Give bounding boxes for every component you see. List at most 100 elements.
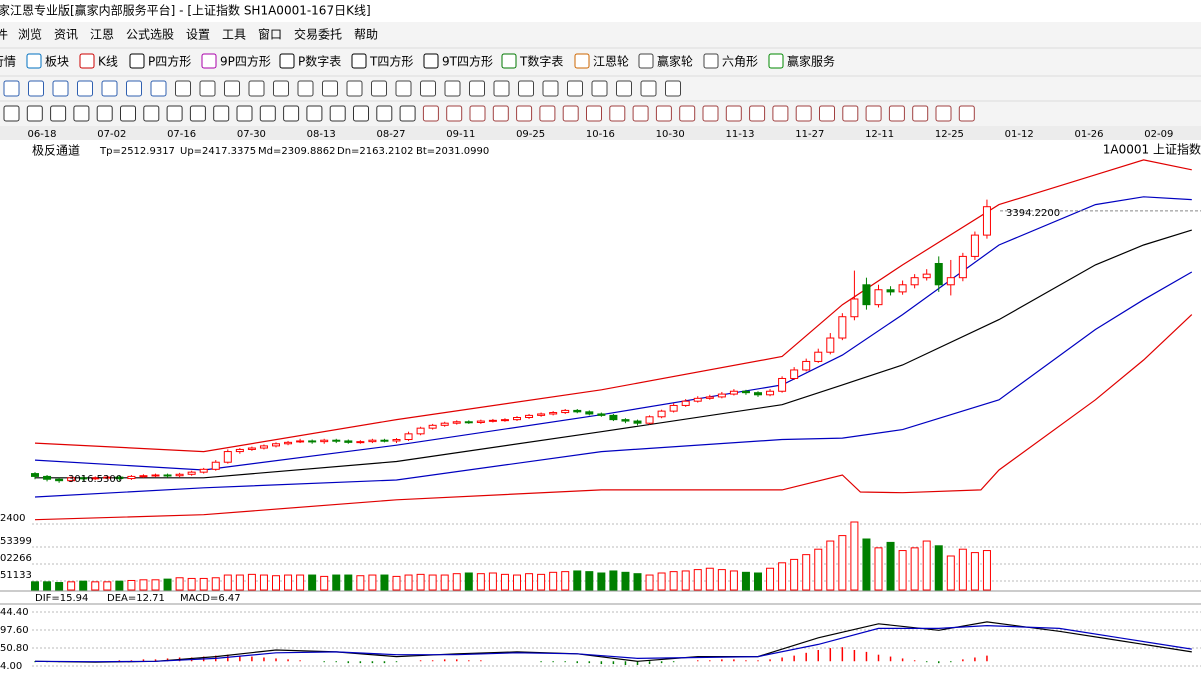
- tool-icon[interactable]: [353, 105, 369, 122]
- toolbar-button[interactable]: 六角形: [722, 55, 758, 69]
- toolbar-icon[interactable]: [201, 53, 217, 69]
- tool-icon[interactable]: [52, 80, 69, 97]
- tool-icon[interactable]: [469, 105, 486, 122]
- tool-icon[interactable]: [143, 105, 160, 122]
- toolbar-button[interactable]: P数字表: [298, 54, 341, 69]
- menu-item[interactable]: 帮助: [354, 28, 378, 42]
- menu-item[interactable]: 交易委托: [294, 27, 342, 42]
- tool-icon[interactable]: [96, 105, 113, 122]
- tool-icon[interactable]: [935, 105, 952, 122]
- tool-icon[interactable]: [655, 105, 672, 122]
- tool-icon[interactable]: [469, 80, 485, 97]
- tool-icon[interactable]: [224, 80, 240, 97]
- toolbar-icon[interactable]: [638, 53, 654, 69]
- tool-icon[interactable]: [516, 105, 533, 122]
- tool-icon[interactable]: [640, 80, 657, 97]
- toolbar-icon[interactable]: [279, 53, 295, 69]
- toolbar-button[interactable]: 行情: [0, 55, 16, 69]
- menu-item[interactable]: 工具: [222, 28, 246, 42]
- tool-icon[interactable]: [819, 105, 835, 122]
- tool-icon[interactable]: [259, 105, 276, 122]
- tool-icon[interactable]: [166, 105, 183, 122]
- toolbar-button[interactable]: K线: [98, 55, 118, 69]
- tool-icon[interactable]: [702, 105, 719, 122]
- tool-icon[interactable]: [120, 105, 136, 122]
- tool-icon[interactable]: [346, 80, 363, 97]
- tool-icon[interactable]: [3, 80, 20, 97]
- menu-item[interactable]: 江恩: [90, 28, 114, 42]
- tool-icon[interactable]: [518, 80, 534, 97]
- tool-icon[interactable]: [371, 80, 387, 97]
- menu-item[interactable]: 窗口: [258, 28, 282, 42]
- tool-icon[interactable]: [539, 105, 556, 122]
- tool-icon[interactable]: [842, 105, 859, 122]
- tool-icon[interactable]: [912, 105, 929, 122]
- toolbar-button[interactable]: P四方形: [148, 54, 191, 69]
- toolbar-button[interactable]: 9P四方形: [220, 54, 271, 69]
- tool-icon[interactable]: [322, 80, 338, 97]
- menu-item[interactable]: 设置: [186, 28, 210, 42]
- toolbar-button[interactable]: 赢家服务: [787, 54, 835, 69]
- toolbar-button[interactable]: 赢家轮: [657, 54, 693, 69]
- tool-icon[interactable]: [586, 105, 602, 122]
- tool-icon[interactable]: [306, 105, 323, 122]
- tool-icon[interactable]: [888, 105, 905, 122]
- toolbar-icon[interactable]: [129, 53, 145, 69]
- toolbar-icon[interactable]: [501, 53, 517, 69]
- tool-icon[interactable]: [77, 80, 93, 97]
- tool-icon[interactable]: [395, 80, 412, 97]
- tool-icon[interactable]: [542, 80, 559, 97]
- tool-icon[interactable]: [376, 105, 393, 122]
- tool-icon[interactable]: [150, 80, 167, 97]
- tool-icon[interactable]: [273, 80, 289, 97]
- tool-icon[interactable]: [679, 105, 696, 122]
- tool-icon[interactable]: [609, 105, 626, 122]
- menu-item[interactable]: 浏览: [18, 27, 42, 42]
- tool-icon[interactable]: [616, 80, 632, 97]
- tool-icon[interactable]: [175, 80, 191, 97]
- tool-icon[interactable]: [248, 80, 265, 97]
- tool-icon[interactable]: [3, 105, 20, 122]
- tool-icon[interactable]: [399, 105, 416, 122]
- tool-icon[interactable]: [297, 80, 314, 97]
- menu-item[interactable]: 件: [0, 28, 8, 42]
- tool-icon[interactable]: [236, 105, 253, 122]
- tool-icon[interactable]: [420, 80, 436, 97]
- toolbar-icon[interactable]: [79, 53, 95, 69]
- tool-icon[interactable]: [749, 105, 766, 122]
- tool-icon[interactable]: [493, 80, 510, 97]
- tool-icon[interactable]: [492, 105, 509, 122]
- tool-icon[interactable]: [101, 80, 118, 97]
- tool-icon[interactable]: [422, 105, 439, 122]
- tool-icon[interactable]: [772, 105, 789, 122]
- tool-icon[interactable]: [567, 80, 583, 97]
- tool-icon[interactable]: [958, 105, 975, 122]
- toolbar-button[interactable]: 9T四方形: [442, 54, 493, 69]
- tool-icon[interactable]: [725, 105, 742, 122]
- tool-icon[interactable]: [213, 105, 230, 122]
- menu-item[interactable]: 资讯: [54, 28, 78, 42]
- toolbar-button[interactable]: 江恩轮: [593, 55, 629, 69]
- tool-icon[interactable]: [329, 105, 346, 122]
- tool-icon[interactable]: [444, 80, 461, 97]
- toolbar-button[interactable]: T数字表: [519, 54, 563, 69]
- tool-icon[interactable]: [665, 80, 681, 97]
- toolbar-icon[interactable]: [768, 53, 784, 69]
- tool-icon[interactable]: [189, 105, 206, 122]
- tool-icon[interactable]: [28, 80, 44, 97]
- tool-icon[interactable]: [50, 105, 67, 122]
- toolbar-icon[interactable]: [26, 53, 42, 69]
- tool-icon[interactable]: [446, 105, 463, 122]
- tool-icon[interactable]: [795, 105, 812, 122]
- toolbar-icon[interactable]: [703, 53, 719, 69]
- tool-icon[interactable]: [632, 105, 649, 122]
- tool-icon[interactable]: [73, 105, 90, 122]
- tool-icon[interactable]: [562, 105, 579, 122]
- tool-icon[interactable]: [865, 105, 882, 122]
- menu-item[interactable]: 公式选股: [126, 28, 174, 42]
- toolbar-button[interactable]: 板块: [45, 55, 69, 69]
- tool-icon[interactable]: [283, 105, 300, 122]
- tool-icon[interactable]: [199, 80, 216, 97]
- toolbar-icon[interactable]: [574, 53, 590, 69]
- tool-icon[interactable]: [26, 105, 43, 122]
